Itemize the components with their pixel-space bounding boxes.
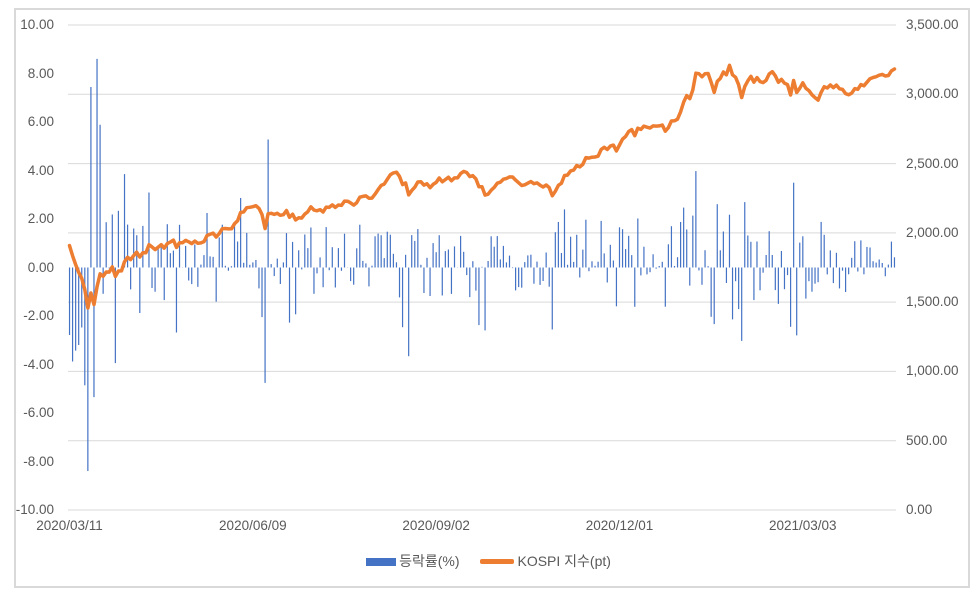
right-axis-tick-label: 500.00 (906, 432, 948, 448)
left-axis-tick-label: -10.00 (15, 502, 54, 517)
left-axis-tick-label: 4.00 (27, 162, 54, 178)
right-axis-tick-label: 0.00 (906, 502, 933, 517)
legend-label-change-rate: 등락률(%) (399, 553, 460, 569)
right-axis-tick-label: 2,500.00 (906, 155, 959, 171)
line-series-swatch-icon (480, 559, 515, 564)
left-axis-tick-label: -4.00 (23, 356, 54, 372)
chart-frame (14, 8, 970, 588)
left-axis-tick-label: -8.00 (23, 453, 54, 469)
kospi-line (67, 63, 897, 310)
left-axis-tick-label: 2.00 (27, 211, 54, 226)
right-axis-tick-label: 2,000.00 (906, 224, 959, 240)
left-axis-tick-label: -2.00 (23, 308, 54, 323)
left-axis-tick-label: 8.00 (27, 65, 54, 81)
chart-legend: 등락률(%) KOSPI 지수(pt) (0, 553, 977, 570)
legend-label-kospi-index: KOSPI 지수(pt) (517, 553, 611, 569)
left-axis-tick-label: 10.00 (20, 17, 54, 32)
left-axis-tick-label: 6.00 (27, 114, 54, 129)
legend-item-change-rate: 등락률(%) (366, 553, 459, 570)
left-axis-tick-label: -6.00 (23, 405, 54, 420)
right-axis-tick-label: 3,500.00 (906, 17, 959, 32)
right-axis-tick-label: 1,000.00 (906, 363, 959, 379)
legend-item-kospi-index: KOSPI 지수(pt) (480, 553, 611, 570)
x-axis-tick-label: 2020/09/02 (402, 518, 470, 533)
left-axis-tick-label: 0.00 (27, 259, 54, 275)
x-axis-tick-label: 2020/06/09 (219, 518, 287, 533)
bar-series-swatch-icon (366, 557, 397, 566)
right-axis-tick-label: 1,500.00 (906, 294, 959, 310)
x-axis-tick-label: 2020/12/01 (585, 518, 654, 533)
x-axis-tick-label: 2021/03/03 (769, 518, 837, 533)
x-axis-tick-label: 2020/03/11 (36, 518, 103, 533)
right-axis-tick-label: 3,000.00 (906, 86, 959, 102)
